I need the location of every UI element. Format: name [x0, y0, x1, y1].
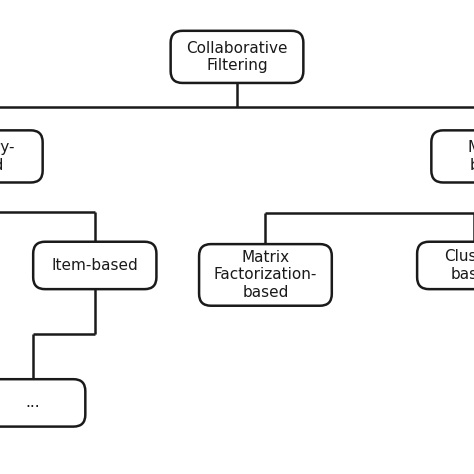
- FancyBboxPatch shape: [431, 130, 474, 182]
- FancyBboxPatch shape: [171, 31, 303, 83]
- Text: Memory-
based: Memory- based: [0, 140, 15, 173]
- Text: Item-based: Item-based: [51, 258, 138, 273]
- FancyBboxPatch shape: [33, 242, 156, 289]
- FancyBboxPatch shape: [199, 244, 332, 306]
- Text: ...: ...: [26, 395, 40, 410]
- Text: Matrix
Factorization-
based: Matrix Factorization- based: [214, 250, 317, 300]
- FancyBboxPatch shape: [0, 379, 85, 427]
- Text: Collaborative
Filtering: Collaborative Filtering: [186, 41, 288, 73]
- Text: Model-
based: Model- based: [467, 140, 474, 173]
- Text: Cluster-
based: Cluster- based: [445, 249, 474, 282]
- FancyBboxPatch shape: [0, 130, 43, 182]
- FancyBboxPatch shape: [417, 242, 474, 289]
